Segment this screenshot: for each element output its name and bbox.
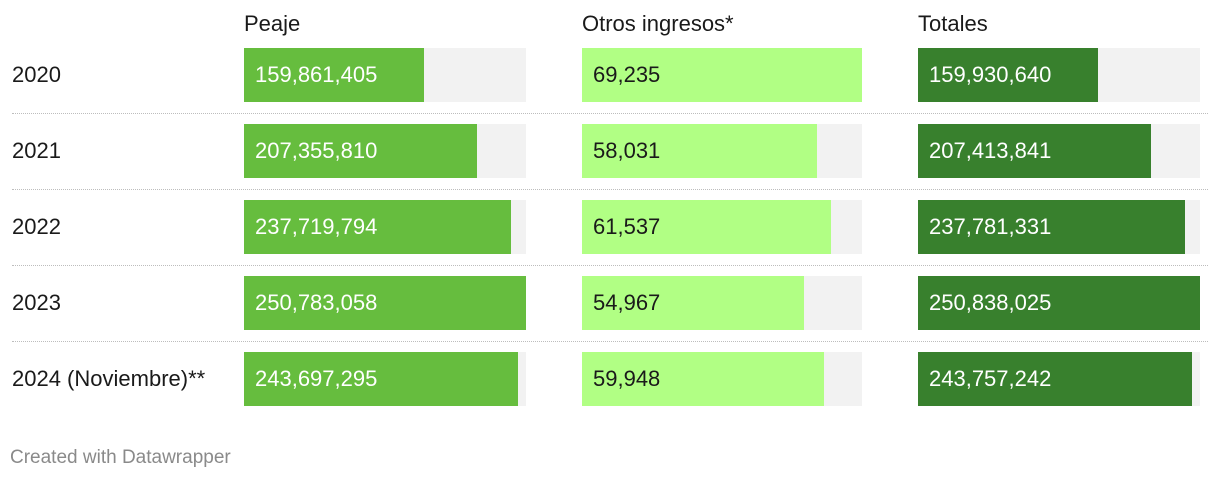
bar-value-otros: 54,967 <box>593 290 661 315</box>
bar-value-totales: 207,413,841 <box>929 138 1052 163</box>
row-label: 2020 <box>12 62 61 87</box>
bar-value-peaje: 237,719,794 <box>255 214 378 239</box>
row-divider <box>12 341 1208 342</box>
bar-otros <box>582 276 805 330</box>
bar-totales <box>918 276 1200 330</box>
row-label: 2024 (Noviembre)** <box>12 366 206 391</box>
bar-track-peaje: 237,719,794 <box>244 200 526 254</box>
bar-totales <box>918 200 1186 254</box>
bar-track-peaje: 243,697,295 <box>244 352 526 406</box>
bar-track-peaje: 207,355,810 <box>244 124 526 178</box>
bar-value-totales: 250,838,025 <box>929 290 1052 315</box>
bar-value-totales: 243,757,242 <box>929 366 1052 391</box>
bar-otros <box>582 48 862 102</box>
row-label: 2021 <box>12 138 61 163</box>
bar-track-otros: 58,031 <box>582 124 862 178</box>
bar-value-otros: 61,537 <box>593 214 661 239</box>
bar-peaje <box>244 276 526 330</box>
row-label: 2023 <box>12 290 61 315</box>
bar-otros <box>582 200 831 254</box>
bar-track-totales: 250,838,025 <box>918 276 1200 330</box>
bar-peaje <box>244 352 519 406</box>
bar-value-peaje: 243,697,295 <box>255 366 378 391</box>
bar-value-peaje: 159,861,405 <box>255 62 378 87</box>
bar-track-otros: 69,235 <box>582 48 862 102</box>
bar-totales <box>918 48 1098 102</box>
bar-track-otros: 54,967 <box>582 276 862 330</box>
bar-track-peaje: 250,783,058 <box>244 276 526 330</box>
bar-totales <box>918 352 1193 406</box>
row-divider <box>12 113 1208 114</box>
row-divider <box>12 265 1208 266</box>
bar-track-totales: 243,757,242 <box>918 352 1200 406</box>
bar-track-peaje: 159,861,405 <box>244 48 526 102</box>
bar-track-otros: 61,537 <box>582 200 862 254</box>
footer-credit: Created with Datawrapper <box>10 447 231 468</box>
bar-track-totales: 237,781,331 <box>918 200 1200 254</box>
bar-value-peaje: 250,783,058 <box>255 290 378 315</box>
bar-value-otros: 69,235 <box>593 62 661 87</box>
row-divider <box>12 189 1208 190</box>
bar-value-totales: 159,930,640 <box>929 62 1052 87</box>
bar-otros <box>582 352 825 406</box>
column-header-peaje: Peaje <box>244 11 301 36</box>
bar-peaje <box>244 48 424 102</box>
row-label: 2022 <box>12 214 61 239</box>
bar-track-otros: 59,948 <box>582 352 862 406</box>
bar-track-totales: 159,930,640 <box>918 48 1200 102</box>
bar-otros <box>582 124 817 178</box>
bar-peaje <box>244 200 512 254</box>
column-header-otros: Otros ingresos* <box>582 11 734 36</box>
bar-peaje <box>244 124 478 178</box>
column-header-totales: Totales <box>918 11 988 36</box>
bar-value-otros: 58,031 <box>593 138 661 163</box>
bar-track-totales: 207,413,841 <box>918 124 1200 178</box>
bar-value-otros: 59,948 <box>593 366 661 391</box>
bar-value-totales: 237,781,331 <box>929 214 1052 239</box>
bar-value-peaje: 207,355,810 <box>255 138 378 163</box>
bar-totales <box>918 124 1152 178</box>
